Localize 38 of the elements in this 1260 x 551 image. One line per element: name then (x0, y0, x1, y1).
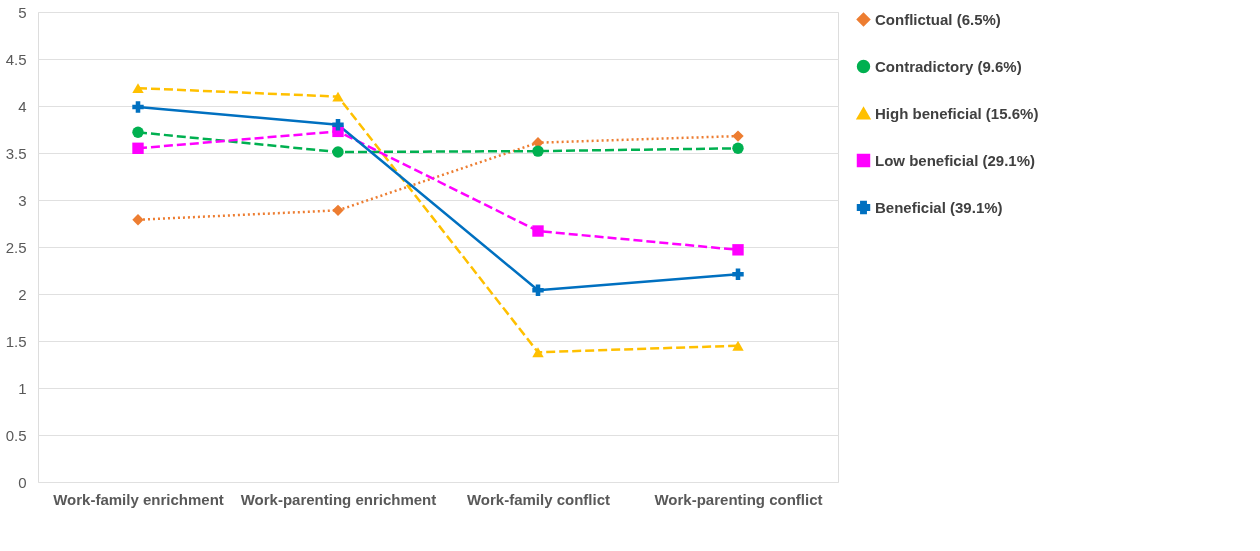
point (532, 284, 544, 296)
point (132, 101, 144, 113)
point (132, 142, 144, 154)
point (532, 145, 544, 157)
point (532, 225, 544, 237)
point (332, 146, 344, 158)
y-tick-label: 3.5 (5, 144, 27, 162)
legend-label: High beneficial (15.6%) (875, 104, 1039, 122)
y-tick-label: 1 (18, 379, 27, 397)
y-tick-label: 2.5 (5, 238, 27, 256)
y-tick-label: 4.5 (5, 50, 27, 68)
y-tick-label: 1.5 (5, 332, 27, 350)
point (132, 126, 144, 139)
point (132, 214, 144, 226)
point (732, 340, 744, 351)
point (132, 83, 144, 94)
point (732, 268, 744, 280)
y-tick-label: 4 (18, 97, 27, 115)
point (332, 91, 344, 102)
x-tick-label: Work-parenting enrichment (240, 490, 437, 508)
x-tick-label: Work-parenting conflict (654, 490, 823, 508)
legend-label: Conflictual (6.5%) (875, 10, 1001, 28)
legend-label: Beneficial (39.1%) (875, 198, 1003, 216)
legend-label: Low beneficial (29.1%) (875, 151, 1036, 169)
y-tick-label: 2 (18, 285, 27, 303)
x-tick-label: Work-family conflict (466, 490, 611, 508)
y-tick-label: 0 (18, 473, 27, 491)
x-tick-label: Work-family enrichment (53, 490, 224, 508)
point (532, 347, 544, 358)
y-tick-label: 5 (18, 3, 27, 21)
point (732, 142, 744, 154)
point (732, 244, 744, 256)
point (332, 204, 344, 217)
legend-label: Contradictory (9.6%) (875, 57, 1022, 75)
y-tick-label: 3 (18, 191, 27, 209)
y-tick-label: 0.5 (5, 426, 27, 444)
point (332, 119, 344, 131)
point (732, 130, 744, 142)
